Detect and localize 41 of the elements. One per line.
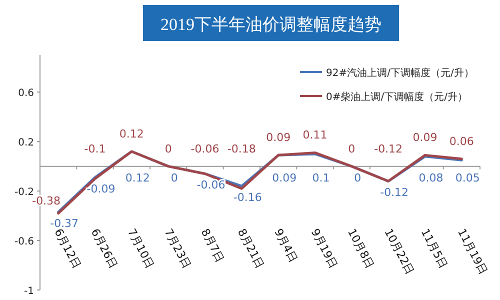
data-label: 0.08	[418, 171, 444, 184]
data-label: -0.18	[227, 142, 256, 156]
x-tick-label: 8月7日	[198, 226, 227, 264]
x-tick-label: 7月10日	[125, 226, 157, 271]
chart-title: 2019下半年油价调整幅度趋势	[160, 15, 382, 34]
data-label: -0.16	[233, 191, 262, 204]
y-tick-label: 0.6	[18, 88, 34, 100]
legend-label: 0#柴油上调/下调幅度（元/升）	[326, 91, 468, 103]
x-tick-label: 8月21日	[235, 226, 267, 271]
data-label: 0.09	[412, 131, 438, 144]
data-label: 0	[348, 142, 356, 156]
data-label: 0.09	[266, 131, 291, 144]
x-tick-label: 10月8日	[345, 226, 377, 271]
data-label: -0.1	[84, 142, 106, 156]
data-label: 0	[164, 142, 172, 156]
data-label: 0.06	[449, 134, 474, 148]
data-label: 0.05	[455, 171, 480, 184]
data-label: 0	[354, 171, 362, 184]
data-label: 0	[170, 171, 178, 184]
data-label: 0.1	[312, 171, 330, 184]
x-tick-label: 7月23日	[162, 226, 194, 271]
data-label: 0.09	[272, 171, 297, 184]
x-tick-label: 9月19日	[308, 226, 340, 271]
data-label: -0.12	[374, 142, 403, 156]
x-tick-label: 9月4日	[272, 226, 300, 264]
data-label: -0.09	[86, 182, 116, 196]
x-tick-label: 10月22日	[382, 226, 417, 277]
data-label: -0.06	[196, 178, 226, 192]
x-tick-label: 11月19日	[455, 226, 490, 277]
x-tick-label: 6月26日	[88, 226, 120, 271]
y-tick-label: -0.6	[14, 236, 34, 248]
data-label: 0.11	[302, 128, 328, 142]
legend-label: 92#汽油上调/下调幅度（元/升）	[326, 67, 474, 79]
data-label: -0.12	[380, 186, 409, 200]
y-tick-label: 0.2	[18, 138, 34, 149]
data-label: 0.12	[125, 171, 150, 184]
y-tick-label: -1	[24, 286, 34, 297]
y-tick-label: -0.2	[14, 187, 34, 198]
data-label: 0.12	[119, 127, 144, 140]
x-tick-label: 11月5日	[418, 226, 450, 271]
data-label: -0.06	[190, 142, 220, 156]
